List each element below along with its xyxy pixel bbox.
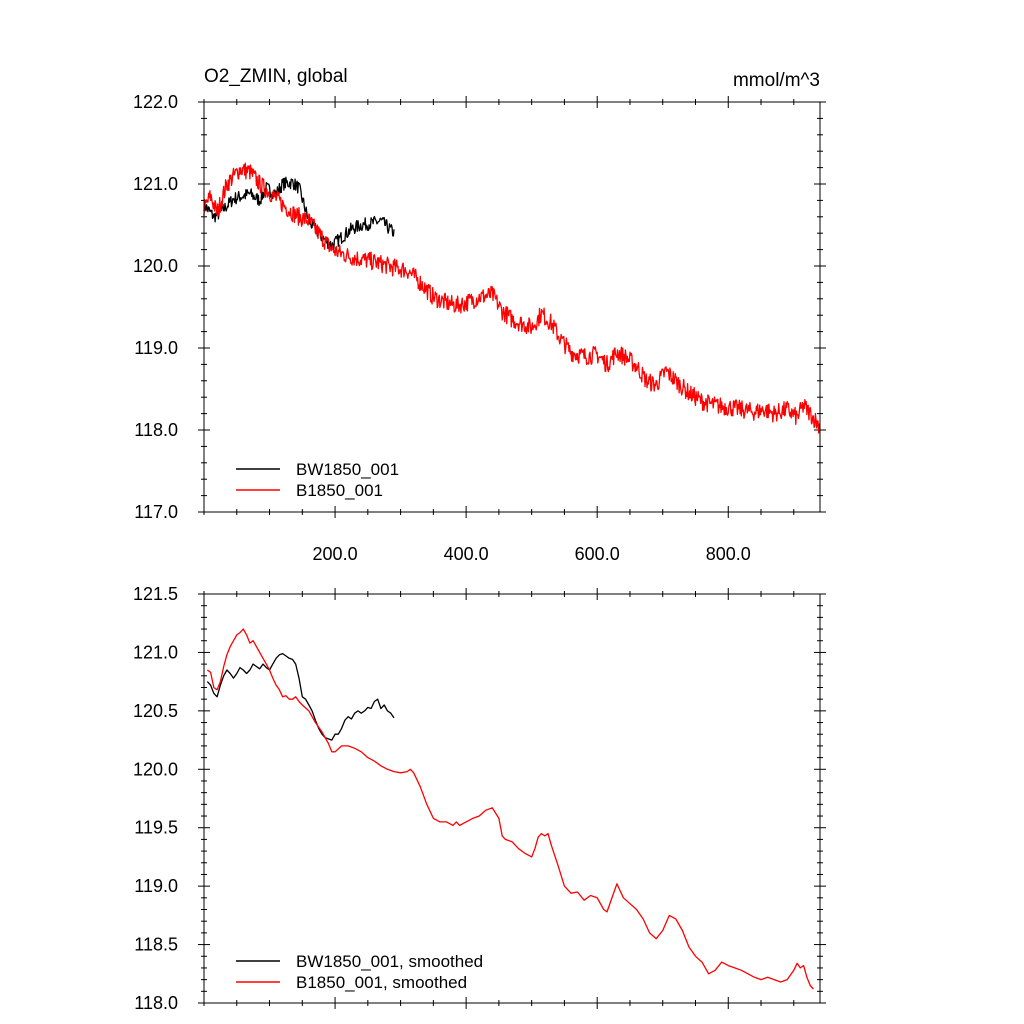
bottom-series-line-0: [206, 652, 395, 741]
top-series-line-0: [203, 176, 395, 251]
top-axes: 117.0 118.0 119.0 120.0 121.0 122.0 200.0 400.0…: [133, 92, 826, 564]
bottom-y-tick-label: 120.0: [133, 759, 178, 779]
bottom-series-line-1: [206, 628, 814, 990]
top-x-tick-label: 400.0: [444, 544, 489, 564]
top-x-tick-label: 800.0: [706, 544, 751, 564]
bottom-legend-label-bw: BW1850_001, smoothed: [296, 952, 483, 971]
top-x-tick-label: 200.0: [313, 544, 358, 564]
top-panel: O2_ZMIN, global mmol/m^3 117.0 118.0 119.0…: [133, 66, 826, 564]
bottom-y-tick-label: 119.5: [134, 818, 178, 838]
top-y-tick-label: 118.0: [134, 420, 178, 440]
bottom-plot-frame: [203, 593, 821, 1004]
bottom-series-group: [206, 628, 814, 990]
top-y-tick-label: 122.0: [133, 92, 178, 112]
top-x-tick-label: 600.0: [575, 544, 620, 564]
top-series-line-1: [203, 162, 821, 434]
bottom-legend: BW1850_001, smoothed B1850_001, smoothed: [236, 952, 483, 992]
bottom-axes: 118.0 118.5 119.0 119.5 120.0 120.5 121.0 121.5: [133, 584, 826, 1013]
top-y-tick-label: 120.0: [133, 256, 178, 276]
top-legend-label-b: B1850_001: [296, 481, 383, 500]
bottom-y-tick-label: 119.0: [134, 876, 178, 896]
bottom-y-tick-label: 121.5: [133, 584, 178, 604]
bottom-y-tick-label: 120.5: [133, 701, 178, 721]
bottom-y-tick-label: 118.5: [134, 935, 178, 955]
top-legend-label-bw: BW1850_001: [296, 460, 399, 479]
top-y-tick-label: 121.0: [133, 174, 178, 194]
bottom-y-tick-label: 118.0: [134, 993, 178, 1013]
bottom-panel: 118.0 118.5 119.0 119.5 120.0 120.5 121.0 121.5…: [133, 584, 826, 1013]
top-chart-units: mmol/m^3: [733, 70, 820, 91]
top-y-tick-label: 119.0: [134, 338, 178, 358]
top-chart-title: O2_ZMIN, global: [204, 66, 348, 87]
top-series-group: [203, 162, 821, 434]
top-y-tick-label: 117.0: [134, 502, 178, 522]
top-plot-frame: [203, 101, 821, 513]
top-legend: BW1850_001 B1850_001: [236, 460, 399, 500]
bottom-y-tick-label: 121.0: [133, 642, 178, 662]
bottom-legend-label-b: B1850_001, smoothed: [296, 973, 467, 992]
